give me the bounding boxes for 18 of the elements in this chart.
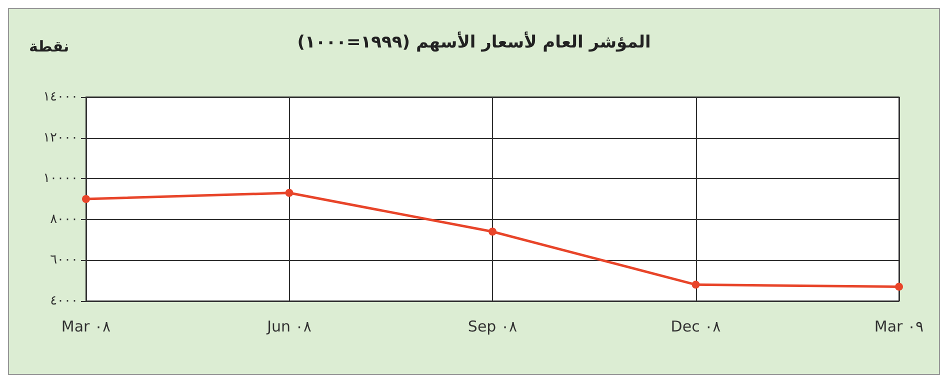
y-tick-label: ١٤٠٠٠ [43, 90, 78, 104]
y-tick-label: ٨٠٠٠ [50, 212, 78, 227]
x-tick-label: Mar ٠٩ [874, 318, 924, 336]
chart-title: المؤشر العام لأسعار الأسهم (١٩٩٩=١٠٠٠) [297, 30, 651, 52]
x-tick-label: Mar ٠٨ [61, 318, 111, 336]
point [692, 280, 700, 289]
y-tick-label: ٦٠٠٠ [50, 252, 78, 268]
y-tick-label: ١٠٠٠٠ [43, 171, 78, 186]
x-tick-label: Dec ٠٨ [670, 318, 721, 336]
y-tick-label: ١٢٠٠٠ [43, 130, 78, 146]
y-axis-title: نقطة [29, 38, 70, 56]
x-tick-label: Jun ٠٨ [266, 318, 312, 336]
point [82, 195, 90, 203]
point [895, 282, 903, 291]
x-tick-label: Sep ٠٨ [468, 318, 518, 336]
point [488, 228, 496, 236]
point [285, 188, 294, 197]
y-tick-label: ٤٠٠٠ [50, 294, 78, 308]
